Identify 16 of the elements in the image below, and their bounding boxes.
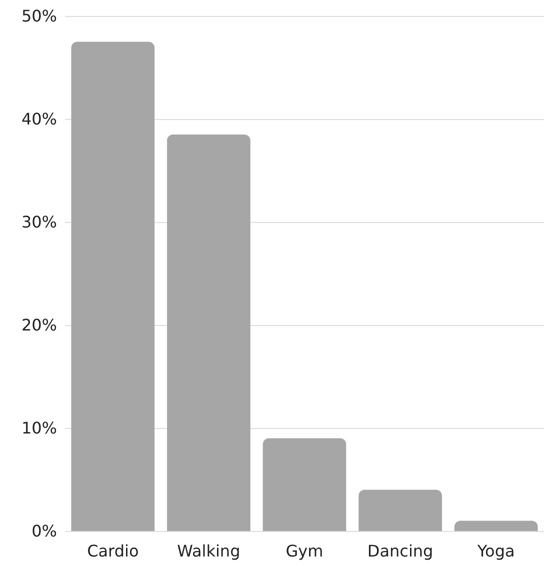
- x-tick-label: Dancing: [367, 542, 434, 560]
- y-tick-label: 0%: [32, 522, 57, 540]
- bar: [262, 438, 346, 531]
- y-tick-label: 40%: [21, 110, 57, 128]
- y-tick-label: 50%: [21, 6, 57, 26]
- bar: [454, 520, 538, 531]
- x-tick-label: Yoga: [476, 542, 515, 560]
- y-tick-label: 30%: [21, 212, 57, 232]
- x-tick-label: Gym: [286, 542, 324, 560]
- y-tick-label: 20%: [21, 316, 57, 334]
- bar: [358, 490, 442, 531]
- y-tick-label: 10%: [21, 418, 57, 438]
- x-tick-label: Walking: [177, 542, 240, 560]
- x-tick-label: Cardio: [87, 542, 139, 560]
- bar: [167, 134, 250, 531]
- bar: [71, 42, 155, 531]
